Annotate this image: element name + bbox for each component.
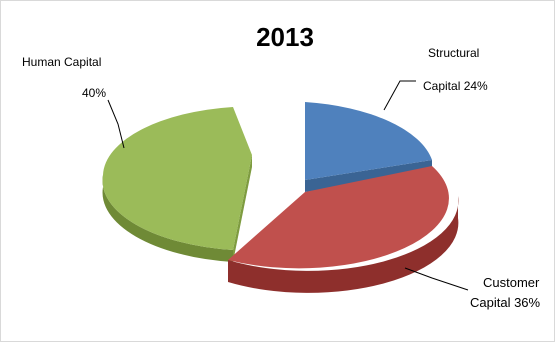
slice-customer-capital-top: [228, 166, 449, 269]
label-customer-value: Capital 36%: [470, 295, 541, 310]
leader-line-human: [107, 99, 125, 149]
label-human-value: 40%: [82, 86, 107, 100]
slice-structural-capital-side: [305, 160, 432, 192]
slice-structural-capital: [305, 102, 432, 192]
slice-human-capital-top: [102, 107, 252, 250]
chart-title: 2013: [256, 22, 314, 52]
leader-line-structural: [383, 80, 416, 111]
slice-human-capital: [102, 107, 252, 262]
slice-customer-capital-side: [228, 196, 459, 293]
label-structural-title: Structural: [428, 46, 480, 60]
slice-customer-capital: [228, 166, 459, 293]
slice-human-capital-side-inner: [233, 155, 252, 262]
leader-line-customer: [404, 267, 469, 291]
slice-structural-capital-top: [305, 102, 432, 180]
label-customer-title: Customer: [483, 275, 540, 290]
slice-human-capital-side: [102, 175, 233, 262]
label-human-title: Human Capital: [22, 55, 102, 69]
label-structural-value: Capital 24%: [423, 79, 488, 93]
